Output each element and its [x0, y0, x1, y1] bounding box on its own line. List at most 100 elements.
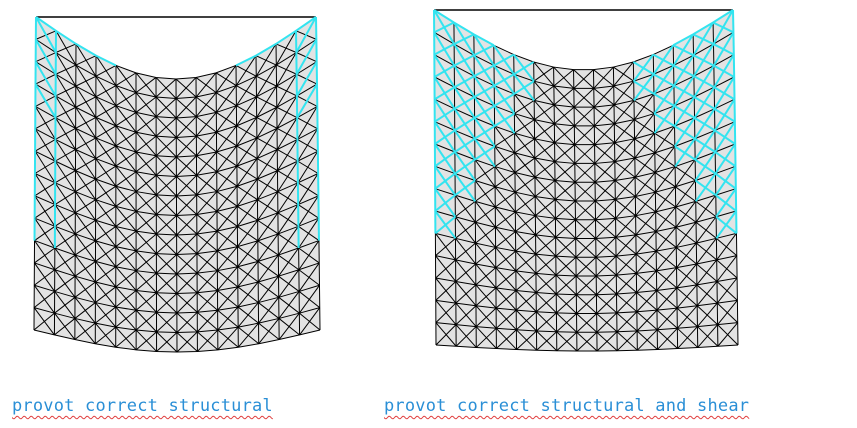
mesh-diagonal	[176, 253, 198, 275]
highlight-spring	[453, 54, 475, 67]
mesh-diagonal	[634, 113, 655, 140]
mesh-diagonal	[196, 270, 218, 294]
mesh-diagonal	[635, 191, 656, 217]
highlight-spring	[713, 43, 735, 56]
mesh-diagonal	[555, 238, 577, 257]
mesh-diagonal	[475, 287, 497, 307]
mesh-diagonal	[135, 174, 157, 192]
mesh-diagonal	[515, 234, 536, 252]
mesh-diagonal	[135, 253, 157, 272]
mesh-diagonal	[535, 274, 557, 293]
mesh-diagonal	[575, 256, 597, 277]
mesh-diagonal	[614, 157, 636, 181]
mesh-diagonal	[115, 151, 137, 167]
mesh-diagonal	[475, 226, 496, 244]
mesh-diagonal	[654, 166, 676, 193]
highlight-spring	[454, 179, 476, 196]
mesh-diagonal	[455, 284, 477, 304]
mesh-diagonal	[34, 247, 56, 264]
mesh-diagonal	[655, 186, 676, 213]
mesh-diagonal	[676, 242, 697, 268]
mesh-diagonal	[175, 77, 197, 99]
mesh-diagonal	[175, 116, 197, 138]
mesh-diagonal	[135, 135, 157, 153]
mesh-column-line	[553, 67, 558, 351]
mesh-diagonal	[195, 112, 217, 137]
mesh-diagonal	[556, 294, 577, 314]
mesh-diagonal	[155, 156, 177, 176]
mesh-diagonal	[297, 128, 319, 162]
mesh-lines	[33, 16, 321, 353]
mesh-diagonal	[515, 292, 537, 311]
mesh-diagonal	[614, 138, 635, 162]
mesh-diagonal	[555, 200, 576, 219]
mesh-diagonal	[135, 272, 157, 291]
mesh-diagonal	[55, 64, 77, 75]
mesh-diagonal	[593, 66, 614, 89]
mesh-diagonal	[697, 302, 718, 327]
mesh-diagonal	[217, 326, 239, 351]
mesh-diagonal	[514, 138, 535, 154]
mesh-diagonal	[496, 329, 517, 349]
mesh-diagonal	[654, 146, 676, 173]
caption-structural: provot correct structural	[12, 396, 273, 416]
mesh-diagonal	[34, 225, 56, 241]
mesh-diagonal	[554, 163, 576, 181]
mesh-diagonal	[54, 254, 76, 271]
mesh-diagonal	[573, 69, 594, 89]
mesh-diagonal	[633, 93, 655, 120]
mesh-diagonal	[535, 293, 557, 313]
highlight-spring	[295, 38, 318, 75]
mesh-diagonal	[298, 240, 320, 271]
highlight-spring	[434, 151, 456, 168]
mesh-diagonal	[197, 329, 219, 352]
mesh-diagonal	[115, 230, 137, 247]
mesh-diagonal	[554, 125, 575, 144]
highlight-spring	[275, 29, 297, 45]
mesh-diagonal	[55, 85, 77, 97]
mesh-diagonal	[196, 290, 218, 313]
mesh-diagonal	[495, 231, 516, 248]
mesh-diagonal	[278, 247, 300, 277]
highlight-spring	[714, 172, 737, 190]
mesh-diagonal	[115, 210, 137, 227]
mesh-diagonal	[236, 117, 258, 147]
mesh-diagonal	[176, 292, 198, 314]
mesh-diagonal	[75, 55, 97, 66]
mesh-diagonal	[594, 180, 616, 202]
mesh-column-line	[692, 34, 699, 348]
mesh-diagonal	[155, 117, 177, 137]
mesh-diagonal	[255, 43, 277, 77]
mesh-diagonal	[34, 117, 56, 130]
mesh-diagonal	[634, 152, 656, 178]
mesh-diagonal	[196, 131, 217, 157]
mesh-diagonal	[75, 158, 96, 172]
mesh-diagonal	[156, 215, 177, 235]
mesh-diagonal	[697, 324, 718, 348]
mesh-diagonal	[576, 294, 597, 314]
mesh-diagonal	[656, 287, 678, 311]
mesh-diagonal	[95, 306, 117, 324]
mesh-diagonal	[573, 88, 595, 108]
mesh-diagonal	[514, 176, 536, 193]
mesh-diagonal	[196, 191, 218, 215]
mesh-diagonal	[256, 85, 277, 118]
mesh-diagonal	[555, 219, 576, 238]
mesh-diagonal	[215, 65, 237, 93]
mesh-diagonal	[155, 137, 177, 157]
highlight-spring	[713, 107, 736, 123]
mesh-diagonal	[115, 112, 137, 127]
mesh-diagonal	[615, 234, 637, 257]
mesh-diagonal	[237, 322, 259, 348]
mesh-diagonal	[298, 217, 320, 249]
mesh-diagonal	[298, 262, 320, 292]
mesh-diagonal	[615, 253, 637, 276]
mesh-diagonal	[257, 233, 279, 262]
mesh-diagonal	[717, 322, 739, 347]
highlight-spring	[494, 112, 515, 127]
mesh-diagonal	[176, 233, 198, 255]
mesh-row-line	[435, 277, 738, 296]
mesh-diagonal	[716, 255, 738, 282]
mesh-diagonal	[217, 286, 239, 311]
highlight-spring	[55, 29, 77, 45]
